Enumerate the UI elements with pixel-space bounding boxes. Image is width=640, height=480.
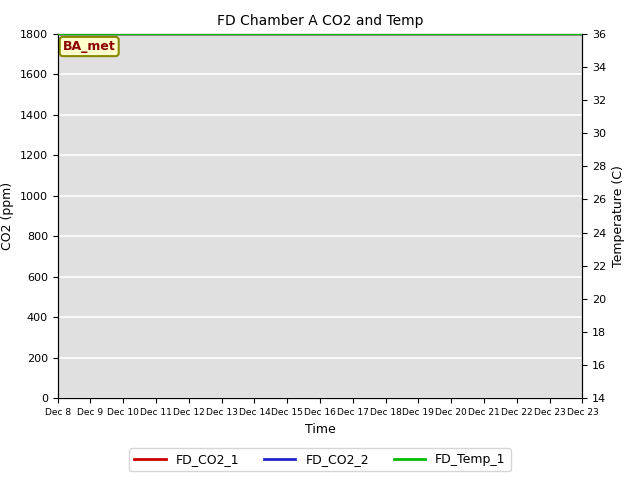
X-axis label: Time: Time (305, 423, 335, 436)
Y-axis label: CO2 (ppm): CO2 (ppm) (1, 182, 14, 250)
Title: FD Chamber A CO2 and Temp: FD Chamber A CO2 and Temp (217, 14, 423, 28)
Y-axis label: Temperature (C): Temperature (C) (612, 165, 625, 267)
Legend: FD_CO2_1, FD_CO2_2, FD_Temp_1: FD_CO2_1, FD_CO2_2, FD_Temp_1 (129, 448, 511, 471)
Text: BA_met: BA_met (63, 40, 116, 53)
